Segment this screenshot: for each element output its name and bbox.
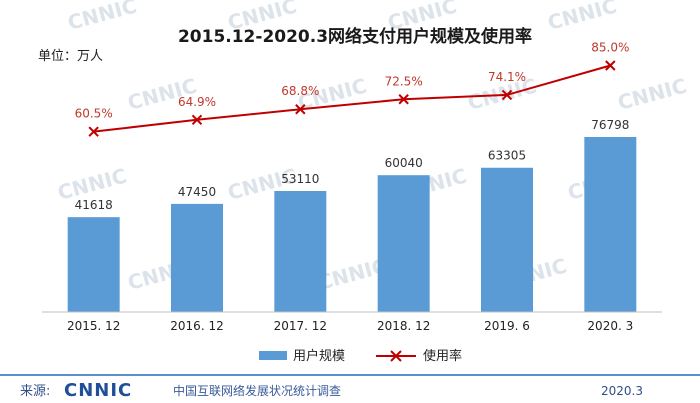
x-tick-label: 2020. 3	[587, 319, 633, 333]
rate-value-label: 72.5%	[385, 74, 423, 88]
x-tick-label: 2015. 12	[67, 319, 120, 333]
watermark-text: CNNIC	[65, 0, 139, 35]
rate-value-label: 60.5%	[75, 107, 113, 121]
rate-value-label: 85.0%	[591, 41, 629, 55]
report-date: 2020.3	[601, 384, 643, 398]
source-label: 来源:	[20, 384, 50, 399]
watermark-text: CNNIC	[545, 0, 619, 35]
bar-value-labels: 41618 47450 53110 60040 63305 76798	[75, 118, 630, 212]
bar	[274, 191, 326, 312]
x-axis-tick-labels: 2015. 12 2016. 12 2017. 12 2018. 12 2019. 6 2…	[67, 319, 633, 333]
legend-line-label: 使用率	[423, 348, 462, 364]
rate-value-label: 64.9%	[178, 95, 216, 109]
bar-value-label: 41618	[75, 198, 113, 212]
rate-value-label: 74.1%	[488, 70, 526, 84]
x-tick-label: 2017. 12	[274, 319, 327, 333]
bar	[171, 204, 223, 312]
cnnic-logo: CNNIC	[64, 380, 132, 401]
source-org-name: 中国互联网络发展状况统计调查	[173, 383, 341, 398]
legend-bar-label: 用户规模	[293, 348, 345, 364]
rate-value-label: 68.8%	[281, 84, 319, 98]
x-tick-label: 2018. 12	[377, 319, 430, 333]
legend-bar-swatch	[259, 351, 287, 360]
legend: 用户规模 使用率	[259, 348, 462, 364]
x-tick-label: 2016. 12	[170, 319, 223, 333]
x-tick-label: 2019. 6	[484, 319, 530, 333]
bar-value-label: 53110	[281, 172, 319, 186]
bar	[68, 217, 120, 312]
bar-value-label: 60040	[385, 156, 423, 170]
watermark-text: CNNIC	[615, 73, 689, 114]
bar	[481, 168, 533, 312]
bar	[584, 137, 636, 312]
bar-value-label: 63305	[488, 149, 526, 163]
unit-label: 单位：万人	[38, 49, 103, 64]
bar	[378, 175, 430, 312]
bar-value-label: 47450	[178, 185, 216, 199]
chart-title: 2015.12-2020.3网络支付用户规模及使用率	[178, 26, 532, 47]
bar-value-label: 76798	[591, 118, 629, 132]
